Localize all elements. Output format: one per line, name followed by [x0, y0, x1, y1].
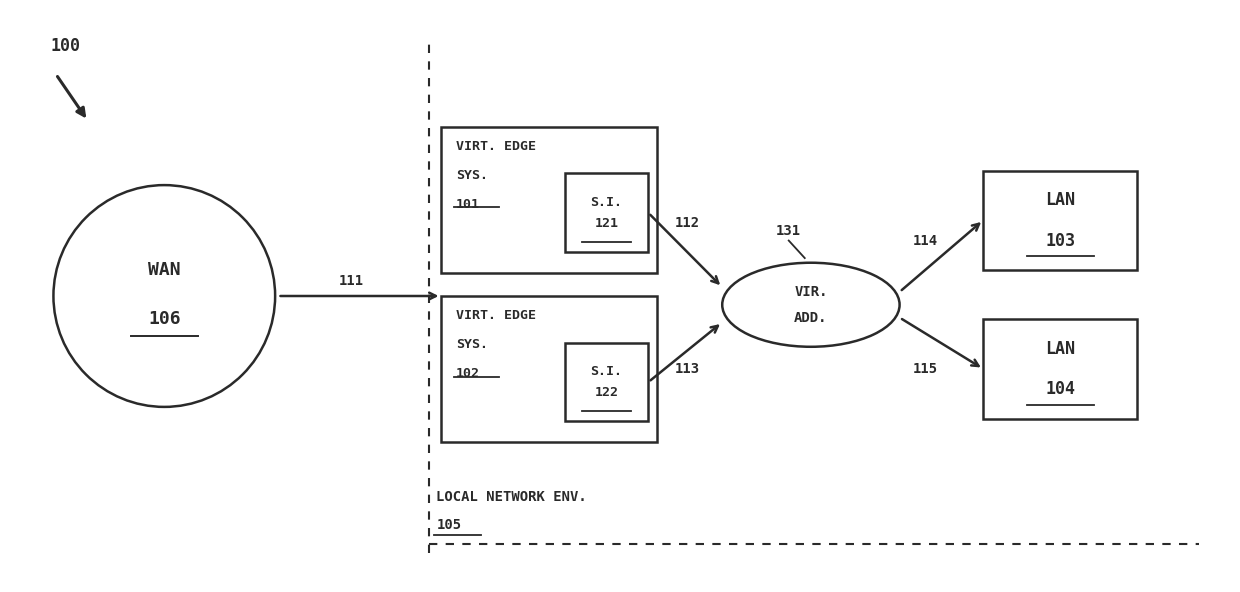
Text: 113: 113	[675, 362, 701, 376]
Text: S.I.: S.I.	[590, 195, 622, 208]
Text: VIRT. EDGE: VIRT. EDGE	[456, 140, 536, 153]
Text: SYS.: SYS.	[456, 338, 489, 351]
Text: 122: 122	[594, 387, 619, 400]
Text: 104: 104	[1045, 381, 1075, 398]
Text: LAN: LAN	[1045, 340, 1075, 358]
Text: ADD.: ADD.	[794, 311, 827, 324]
Text: 115: 115	[913, 362, 937, 376]
Text: 105: 105	[436, 518, 461, 532]
Text: LOCAL NETWORK ENV.: LOCAL NETWORK ENV.	[436, 490, 588, 504]
Text: 102: 102	[456, 367, 480, 380]
Text: LAN: LAN	[1045, 191, 1075, 209]
Text: 112: 112	[675, 216, 701, 230]
Text: VIR.: VIR.	[794, 285, 827, 299]
Text: 101: 101	[456, 198, 480, 211]
Text: 106: 106	[148, 310, 181, 329]
Text: VIRT. EDGE: VIRT. EDGE	[456, 309, 536, 322]
Text: 121: 121	[594, 217, 619, 230]
Text: 114: 114	[913, 234, 937, 247]
Text: 103: 103	[1045, 231, 1075, 250]
Text: S.I.: S.I.	[590, 365, 622, 378]
Text: WAN: WAN	[148, 260, 181, 279]
Text: 131: 131	[776, 224, 801, 237]
Text: 111: 111	[339, 275, 365, 288]
Text: 100: 100	[51, 37, 81, 55]
Text: SYS.: SYS.	[456, 169, 489, 182]
